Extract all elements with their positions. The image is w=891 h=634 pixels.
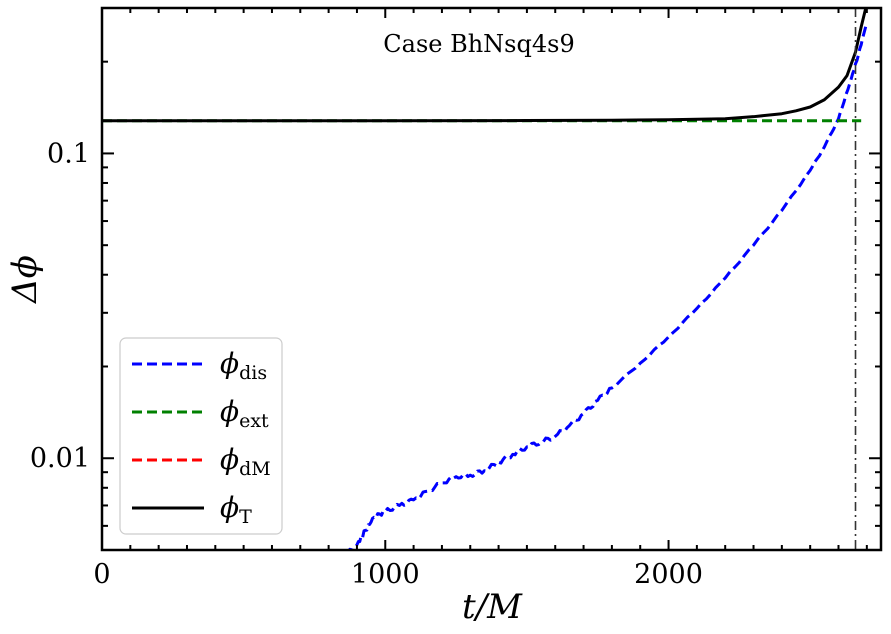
legend-items: ϕdis ϕext ϕdM ϕT [132,347,271,528]
x-tick-label: 1000 [351,559,420,590]
legend-label-dM: ϕdM [220,443,271,480]
y-tick-label: 0.1 [47,138,90,169]
labels-layer: 0 1000 2000 0.01 0.1 [30,138,703,590]
legend-box [119,337,283,535]
x-tick-label: 2000 [634,559,703,590]
case-annotation: Case BhNsq4s9 [383,30,574,58]
y-axis-label: Δϕ [5,255,45,305]
plot-frame [100,6,883,552]
ticks-layer [101,8,881,551]
x-axis-label: t/M [462,587,523,627]
series-line-dis [347,21,869,550]
series-line-T [102,8,868,123]
legend: ϕdis ϕext ϕdM ϕT [119,337,283,535]
legend-label-ext: ϕext [220,395,269,432]
x-tick-label: 0 [93,559,110,590]
legend-label-dis: ϕdis [220,347,267,384]
legend-label-T: ϕT [220,491,252,528]
y-tick-label: 0.01 [30,443,90,474]
